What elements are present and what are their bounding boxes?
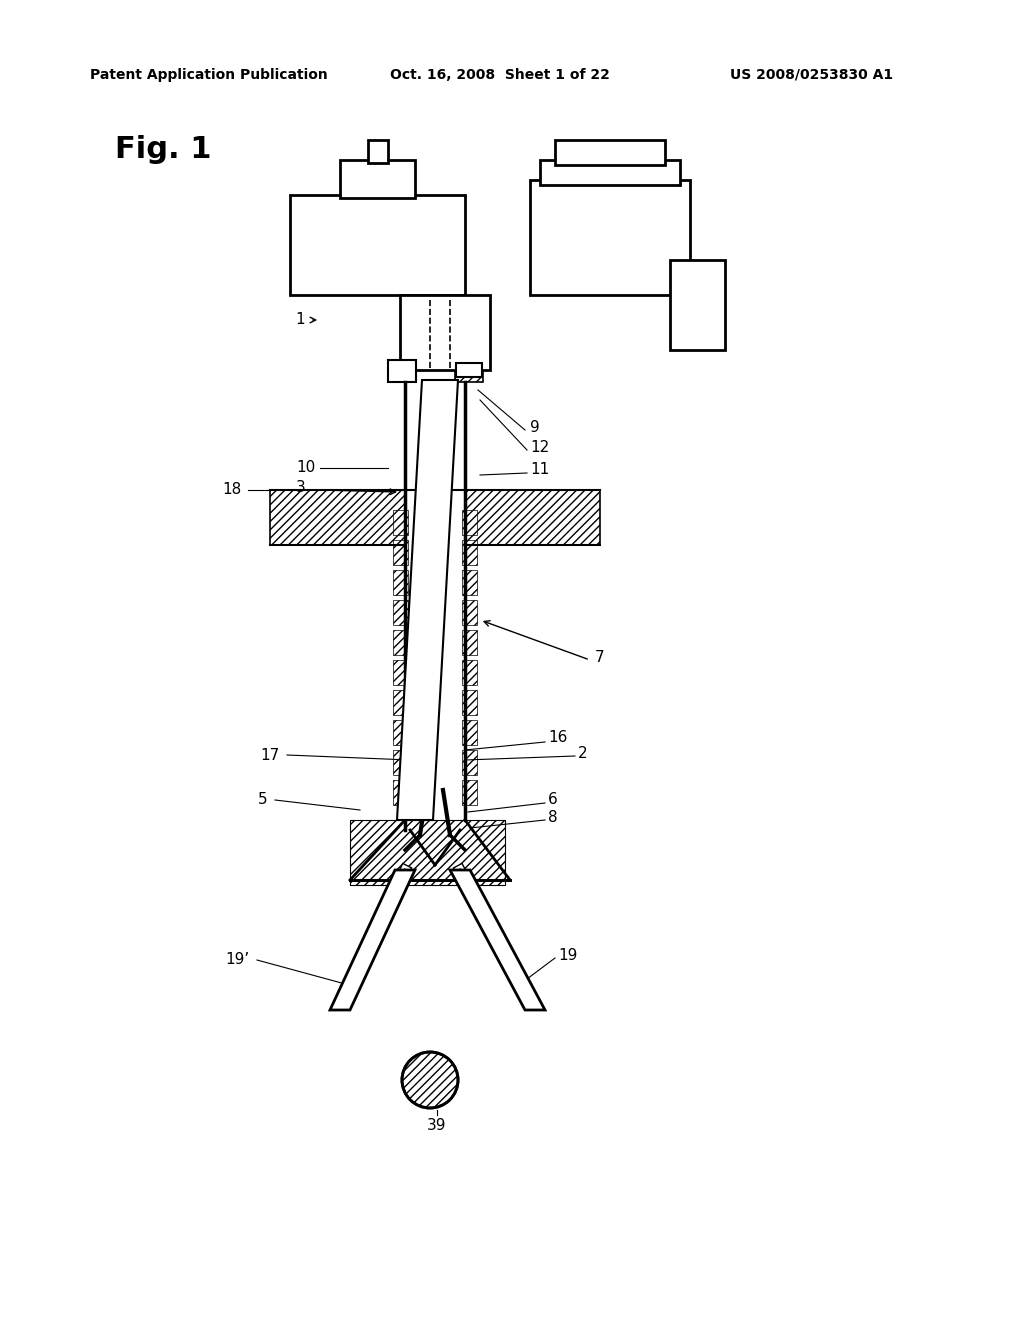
Bar: [393, 540, 408, 565]
Text: 5: 5: [258, 792, 267, 808]
Bar: [400, 294, 490, 370]
Bar: [462, 690, 477, 715]
Text: 6: 6: [548, 792, 558, 808]
Bar: [393, 690, 408, 715]
Text: 17: 17: [260, 747, 280, 763]
Text: Patent Application Publication: Patent Application Publication: [90, 69, 328, 82]
Text: 10: 10: [296, 461, 315, 475]
Text: 18: 18: [222, 483, 242, 498]
Bar: [462, 780, 477, 805]
Bar: [455, 358, 483, 381]
Circle shape: [402, 1052, 458, 1107]
Bar: [462, 601, 477, 624]
Bar: [393, 719, 408, 744]
Polygon shape: [397, 380, 458, 820]
Bar: [462, 660, 477, 685]
Bar: [393, 570, 408, 595]
Text: US 2008/0253830 A1: US 2008/0253830 A1: [730, 69, 893, 82]
Bar: [393, 780, 408, 805]
Bar: [290, 195, 465, 294]
Text: Oct. 16, 2008  Sheet 1 of 22: Oct. 16, 2008 Sheet 1 of 22: [390, 69, 610, 82]
Polygon shape: [450, 870, 545, 1010]
Text: Fig. 1: Fig. 1: [115, 135, 212, 164]
Text: 12: 12: [530, 440, 549, 454]
Text: 1: 1: [295, 313, 304, 327]
Bar: [393, 660, 408, 685]
Bar: [456, 363, 482, 378]
Bar: [462, 750, 477, 775]
Bar: [350, 820, 505, 884]
Text: 3: 3: [296, 480, 306, 495]
Bar: [530, 180, 690, 294]
Bar: [393, 750, 408, 775]
Text: 39: 39: [427, 1118, 446, 1133]
Text: 9: 9: [530, 420, 540, 434]
Bar: [393, 630, 408, 655]
Bar: [393, 510, 408, 535]
Polygon shape: [330, 870, 415, 1010]
Text: 11: 11: [530, 462, 549, 478]
Bar: [393, 601, 408, 624]
Text: 19’: 19’: [225, 953, 249, 968]
Bar: [462, 570, 477, 595]
Text: 16: 16: [548, 730, 567, 746]
Bar: [388, 360, 416, 381]
Bar: [540, 160, 680, 185]
Text: 7: 7: [595, 651, 604, 665]
Bar: [465, 490, 600, 545]
Bar: [462, 630, 477, 655]
Bar: [340, 160, 415, 198]
Text: 8: 8: [548, 810, 558, 825]
Bar: [462, 719, 477, 744]
Bar: [462, 510, 477, 535]
Bar: [670, 260, 725, 350]
Bar: [270, 490, 406, 545]
Bar: [462, 540, 477, 565]
Bar: [368, 140, 388, 162]
Text: 2: 2: [578, 747, 588, 762]
Bar: [555, 140, 665, 165]
Text: 19: 19: [558, 948, 578, 962]
